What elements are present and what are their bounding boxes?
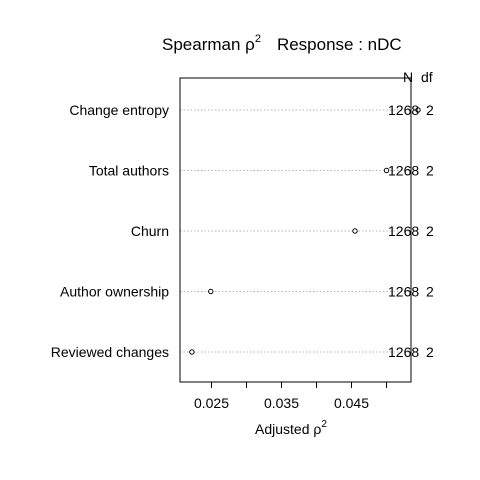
data-point [383, 167, 390, 174]
row-n-value: 1268 [388, 163, 419, 179]
column-header-df: df [421, 69, 433, 85]
row-label: Change entropy [69, 102, 169, 118]
x-tick-label: 0.035 [264, 395, 299, 411]
row-n-value: 1268 [388, 223, 419, 239]
title-response: Response : nDC [277, 35, 402, 54]
data-point [208, 288, 214, 295]
x-axis-label-superscript: 2 [321, 419, 327, 430]
row-df-value: 2 [426, 163, 434, 179]
row-label: Total authors [89, 163, 169, 179]
row-df-value: 2 [426, 223, 434, 239]
data-points [189, 107, 421, 355]
x-tick-label: 0.045 [334, 395, 369, 411]
data-point [415, 107, 421, 113]
row-label: Reviewed changes [51, 344, 169, 360]
row-df-value: 2 [426, 284, 434, 300]
data-point [189, 349, 195, 355]
x-axis: 0.025 0.035 0.045 [194, 382, 387, 411]
title-superscript: 2 [255, 33, 261, 45]
plot-frame [179, 77, 412, 383]
data-point [352, 228, 358, 234]
row-df-value: 2 [426, 102, 434, 118]
chart-title: Spearman ρ2 Response : nDC [162, 33, 402, 54]
row-label: Churn [131, 223, 169, 239]
row-n-value: 1268 [388, 284, 419, 300]
row-labels: Change entropy Total authors Churn Author o… [51, 102, 170, 360]
row-n-value: 1268 [388, 344, 419, 360]
x-axis-label: Adjusted ρ2 [255, 419, 327, 437]
row-label: Author ownership [60, 284, 169, 300]
column-header-n: N [403, 69, 413, 85]
row-df-value: 2 [426, 344, 434, 360]
x-tick-label: 0.025 [194, 395, 229, 411]
guide-lines [180, 109, 411, 353]
row-n-value: 1268 [388, 102, 419, 118]
row-stats: 1268 2 1268 2 1268 2 1268 2 1268 2 [388, 102, 434, 360]
